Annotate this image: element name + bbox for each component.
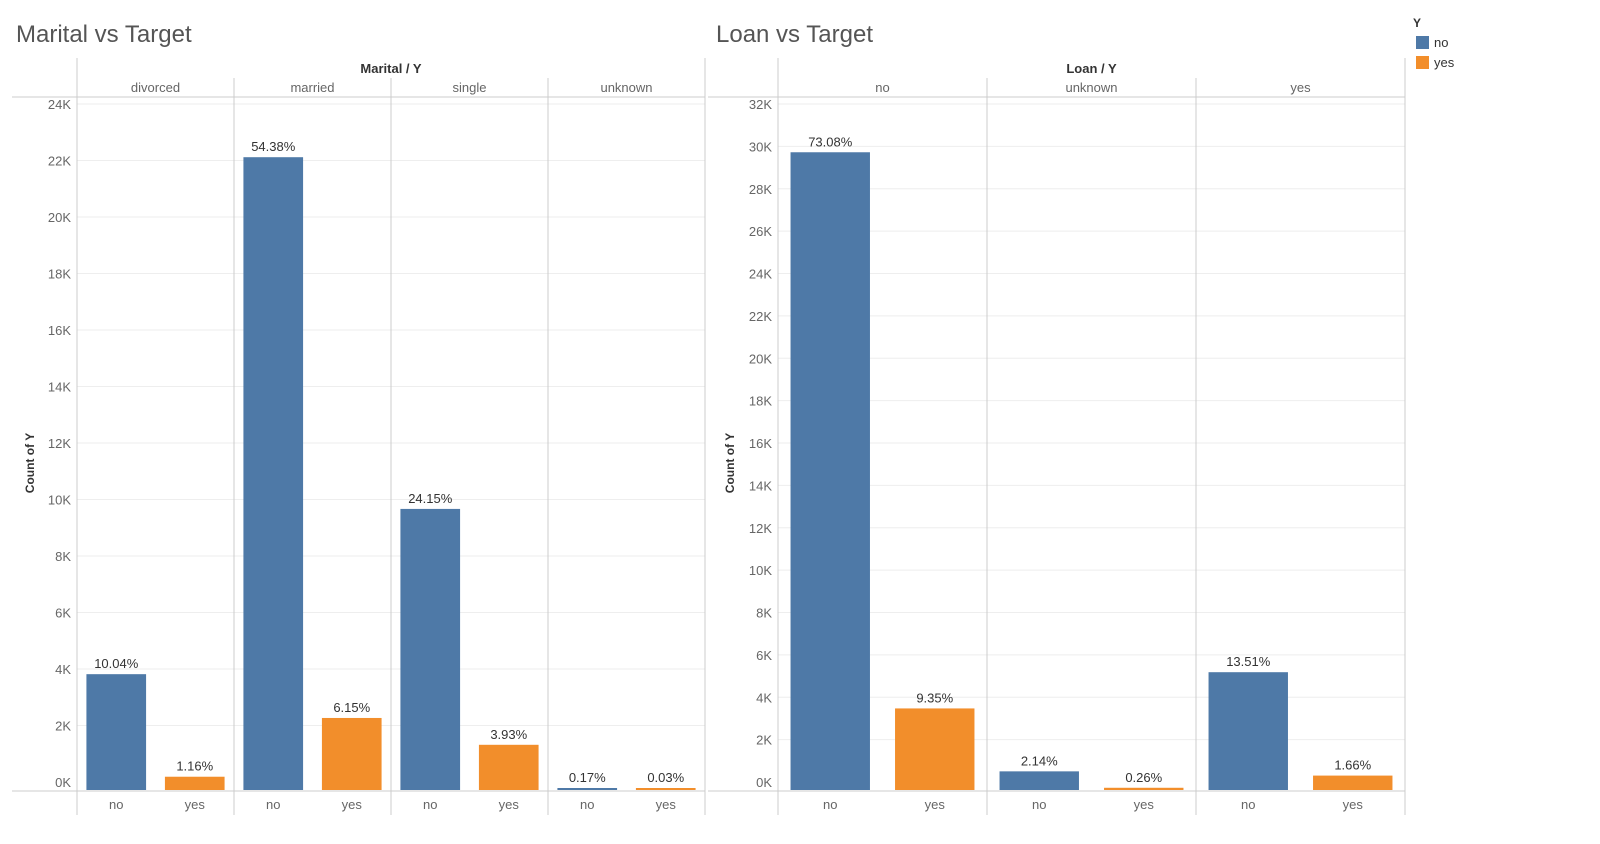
data-label: 0.26% [1125, 770, 1162, 785]
x-category-label: no [1241, 797, 1255, 812]
x-category-label: no [580, 797, 594, 812]
group-header-title: Marital / Y [360, 61, 422, 76]
legend-title: Y [1413, 16, 1421, 30]
y-tick-label: 2K [756, 733, 772, 748]
bar-divorced-no [86, 674, 147, 790]
data-label: 0.17% [569, 770, 606, 785]
data-label: 10.04% [94, 656, 139, 671]
y-tick-label: 24K [749, 267, 772, 282]
bar-single-no [400, 508, 461, 790]
bar-single-yes [478, 744, 539, 790]
chart-1: Loan vs Target 0K 2K 4K 6K 8K 10K 12K 14K 16K 18K 2… [708, 21, 1406, 815]
facet-label-no: no [875, 80, 889, 95]
x-category-label: no [266, 797, 280, 812]
x-category-label: yes [1134, 797, 1155, 812]
facet-label-divorced: divorced [131, 80, 180, 95]
x-category-label: yes [499, 797, 520, 812]
x-category-label: yes [185, 797, 206, 812]
y-tick-label: 8K [756, 606, 772, 621]
data-label: 2.14% [1021, 753, 1058, 768]
y-tick-label: 16K [749, 436, 772, 451]
y-tick-label: 22K [749, 309, 772, 324]
legend-label-no: no [1434, 35, 1448, 50]
x-category-label: no [423, 797, 437, 812]
y-tick-label: 20K [48, 210, 71, 225]
legend-swatch-no [1416, 36, 1429, 49]
chart-title: Marital vs Target [16, 21, 192, 48]
y-tick-label: 0K [55, 775, 71, 790]
data-label: 54.38% [251, 139, 296, 154]
chart-title: Loan vs Target [716, 21, 873, 48]
legend-label-yes: yes [1434, 55, 1455, 70]
y-tick-label: 10K [749, 563, 772, 578]
y-tick-label: 14K [749, 478, 772, 493]
data-label: 24.15% [408, 491, 453, 506]
bar-unknown-no [999, 771, 1079, 790]
y-tick-label: 10K [48, 493, 71, 508]
legend-swatch-yes [1416, 56, 1429, 69]
x-category-label: yes [1343, 797, 1364, 812]
y-tick-label: 28K [749, 182, 772, 197]
facet-label-unknown: unknown [600, 80, 652, 95]
x-category-label: no [109, 797, 123, 812]
bar-no-yes [895, 708, 975, 790]
y-tick-label: 6K [55, 606, 71, 621]
bar-no-no [790, 152, 870, 791]
data-label: 9.35% [916, 690, 953, 705]
y-tick-label: 0K [756, 775, 772, 790]
y-tick-label: 32K [749, 97, 772, 112]
data-label: 73.08% [808, 134, 853, 149]
y-axis-title: Count of Y [23, 433, 37, 493]
bar-married-no [243, 157, 304, 790]
y-tick-label: 16K [48, 323, 71, 338]
y-tick-label: 14K [48, 380, 71, 395]
bar-unknown-yes [635, 788, 696, 790]
legend: Yno yes [1413, 16, 1455, 70]
bar-unknown-no [557, 788, 618, 790]
y-tick-label: 24K [48, 97, 71, 112]
x-category-label: no [823, 797, 837, 812]
y-tick-label: 2K [55, 719, 71, 734]
y-tick-label: 4K [756, 690, 772, 705]
group-header-title: Loan / Y [1066, 61, 1117, 76]
data-label: 13.51% [1226, 654, 1271, 669]
bar-yes-no [1208, 672, 1288, 790]
y-tick-label: 12K [48, 436, 71, 451]
y-tick-label: 8K [55, 549, 71, 564]
x-category-label: yes [656, 797, 677, 812]
y-tick-label: 6K [756, 648, 772, 663]
y-tick-label: 26K [749, 224, 772, 239]
data-label: 0.03% [647, 770, 684, 785]
y-tick-label: 4K [55, 662, 71, 677]
bar-divorced-yes [164, 776, 225, 790]
y-axis-title: Count of Y [723, 433, 737, 493]
data-label: 6.15% [333, 700, 370, 715]
chart-0: Marital vs Target 0K 2K 4K 6K 8K 10K 12K 14K 16K 1… [12, 21, 706, 815]
facet-label-unknown: unknown [1065, 80, 1117, 95]
data-label: 1.16% [176, 759, 213, 774]
y-tick-label: 12K [749, 521, 772, 536]
facet-label-single: single [453, 80, 487, 95]
x-category-label: no [1032, 797, 1046, 812]
facet-label-married: married [290, 80, 334, 95]
bar-yes-yes [1313, 775, 1393, 790]
x-category-label: yes [342, 797, 363, 812]
data-label: 3.93% [490, 727, 527, 742]
x-category-label: yes [925, 797, 946, 812]
data-label: 1.66% [1334, 758, 1371, 773]
y-tick-label: 20K [749, 351, 772, 366]
bar-married-yes [321, 717, 382, 790]
facet-label-yes: yes [1290, 80, 1311, 95]
y-tick-label: 30K [749, 139, 772, 154]
y-tick-label: 22K [48, 154, 71, 169]
y-tick-label: 18K [749, 394, 772, 409]
y-tick-label: 18K [48, 267, 71, 282]
bar-unknown-yes [1104, 787, 1184, 790]
